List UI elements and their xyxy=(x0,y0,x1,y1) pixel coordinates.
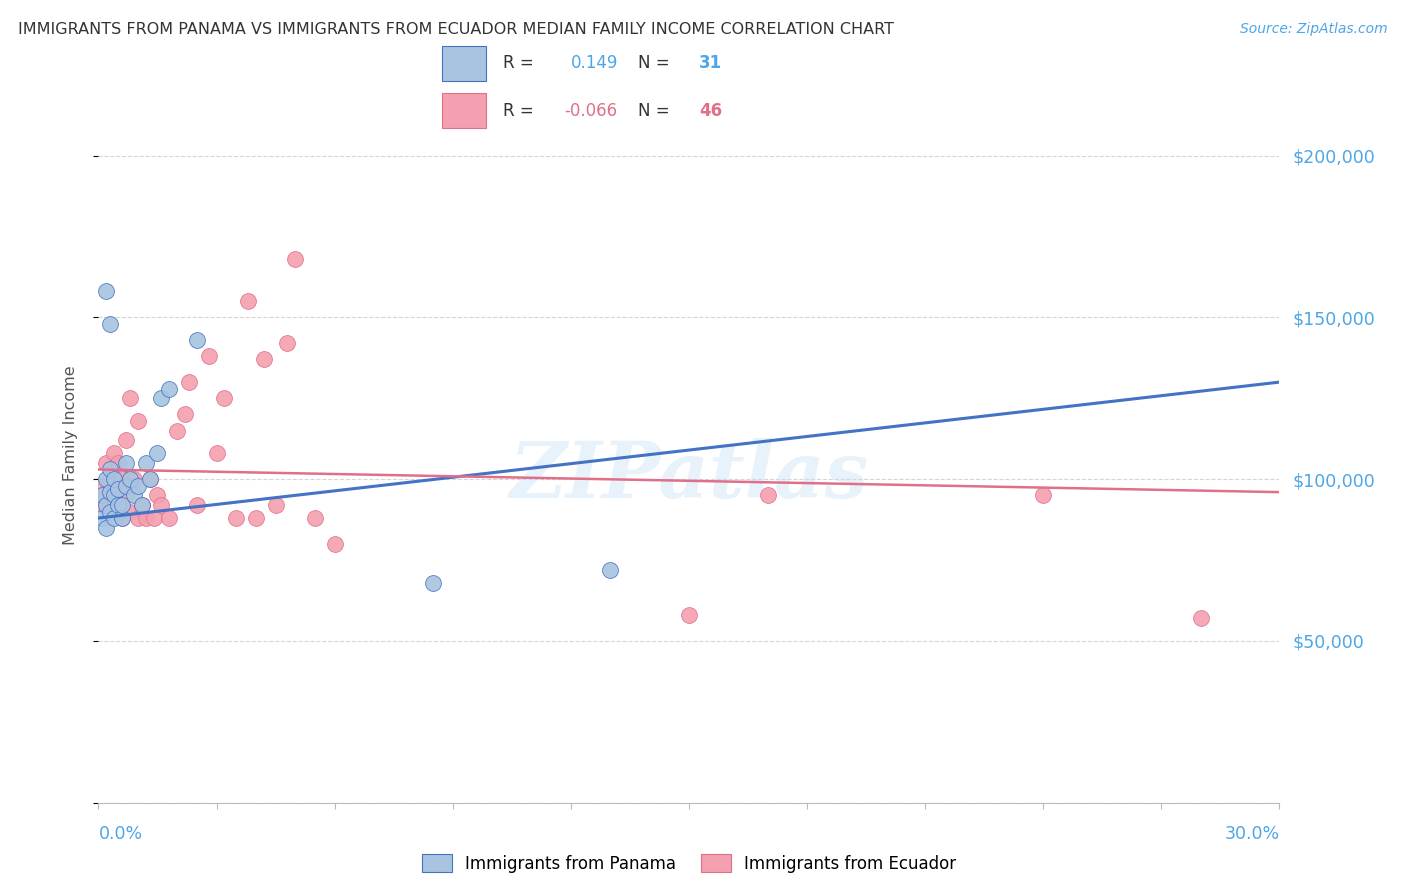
Point xyxy=(111,472,134,486)
Point xyxy=(1032,488,1054,502)
Point xyxy=(186,498,208,512)
Point xyxy=(131,498,153,512)
Point xyxy=(422,575,444,590)
Text: N =: N = xyxy=(638,102,669,120)
Point xyxy=(98,485,121,500)
Point xyxy=(186,333,208,347)
Point xyxy=(127,414,149,428)
Point xyxy=(107,456,129,470)
Point xyxy=(157,382,180,396)
Point xyxy=(98,317,121,331)
Point xyxy=(118,392,141,406)
Point xyxy=(107,498,129,512)
Point xyxy=(111,498,134,512)
Legend: Immigrants from Panama, Immigrants from Ecuador: Immigrants from Panama, Immigrants from … xyxy=(415,847,963,880)
Point xyxy=(678,608,700,623)
Text: ZIPatlas: ZIPatlas xyxy=(509,438,869,514)
Point xyxy=(96,285,118,299)
Text: 31: 31 xyxy=(699,54,721,72)
Point xyxy=(225,511,247,525)
Y-axis label: Median Family Income: Median Family Income xyxy=(63,365,77,545)
Point xyxy=(150,392,173,406)
Point xyxy=(276,336,298,351)
Point xyxy=(127,478,149,492)
Point xyxy=(103,472,125,486)
Point xyxy=(107,478,129,492)
Text: R =: R = xyxy=(503,102,534,120)
Text: 0.149: 0.149 xyxy=(571,54,617,72)
Text: 46: 46 xyxy=(699,102,721,120)
Point xyxy=(91,511,114,525)
Point xyxy=(214,392,236,406)
Point xyxy=(111,511,134,525)
Point xyxy=(103,488,125,502)
Point xyxy=(115,434,138,448)
FancyBboxPatch shape xyxy=(443,46,486,81)
Point xyxy=(135,456,157,470)
Point xyxy=(138,472,160,486)
Point xyxy=(135,511,157,525)
Point xyxy=(174,408,197,422)
Point xyxy=(98,462,121,476)
Point xyxy=(91,488,114,502)
Point xyxy=(166,424,188,438)
Text: Source: ZipAtlas.com: Source: ZipAtlas.com xyxy=(1240,22,1388,37)
Point xyxy=(127,511,149,525)
Point xyxy=(122,488,145,502)
Point xyxy=(1189,611,1212,625)
Point xyxy=(142,511,165,525)
Point xyxy=(118,504,141,518)
Text: IMMIGRANTS FROM PANAMA VS IMMIGRANTS FROM ECUADOR MEDIAN FAMILY INCOME CORRELATI: IMMIGRANTS FROM PANAMA VS IMMIGRANTS FRO… xyxy=(18,22,894,37)
Point xyxy=(245,511,267,525)
Point xyxy=(236,294,259,309)
Point xyxy=(323,537,346,551)
Point xyxy=(103,511,125,525)
Point xyxy=(146,446,169,460)
Point xyxy=(96,521,118,535)
Point xyxy=(98,472,121,486)
Text: 30.0%: 30.0% xyxy=(1225,825,1279,843)
Point xyxy=(197,349,219,363)
Point xyxy=(96,498,118,512)
Point xyxy=(264,498,287,512)
Point xyxy=(91,498,114,512)
Point xyxy=(115,478,138,492)
Point xyxy=(122,472,145,486)
Point xyxy=(111,511,134,525)
Point xyxy=(599,563,621,577)
FancyBboxPatch shape xyxy=(443,93,486,128)
Text: -0.066: -0.066 xyxy=(564,102,617,120)
Point xyxy=(96,472,118,486)
Point xyxy=(115,488,138,502)
Point xyxy=(177,375,200,389)
Point xyxy=(157,511,180,525)
Text: N =: N = xyxy=(638,54,669,72)
Point xyxy=(118,472,141,486)
Point xyxy=(284,252,307,267)
Point xyxy=(96,488,118,502)
Point xyxy=(304,511,326,525)
Point xyxy=(756,488,779,502)
Point xyxy=(205,446,228,460)
Point xyxy=(91,478,114,492)
Point xyxy=(115,456,138,470)
Point xyxy=(107,482,129,496)
Text: R =: R = xyxy=(503,54,534,72)
Text: 0.0%: 0.0% xyxy=(98,825,142,843)
Point xyxy=(150,498,173,512)
Point xyxy=(131,498,153,512)
Point xyxy=(96,456,118,470)
Point xyxy=(98,495,121,509)
Point xyxy=(146,488,169,502)
Point xyxy=(103,446,125,460)
Point xyxy=(103,488,125,502)
Point xyxy=(98,504,121,518)
Point xyxy=(138,472,160,486)
Point xyxy=(253,352,276,367)
